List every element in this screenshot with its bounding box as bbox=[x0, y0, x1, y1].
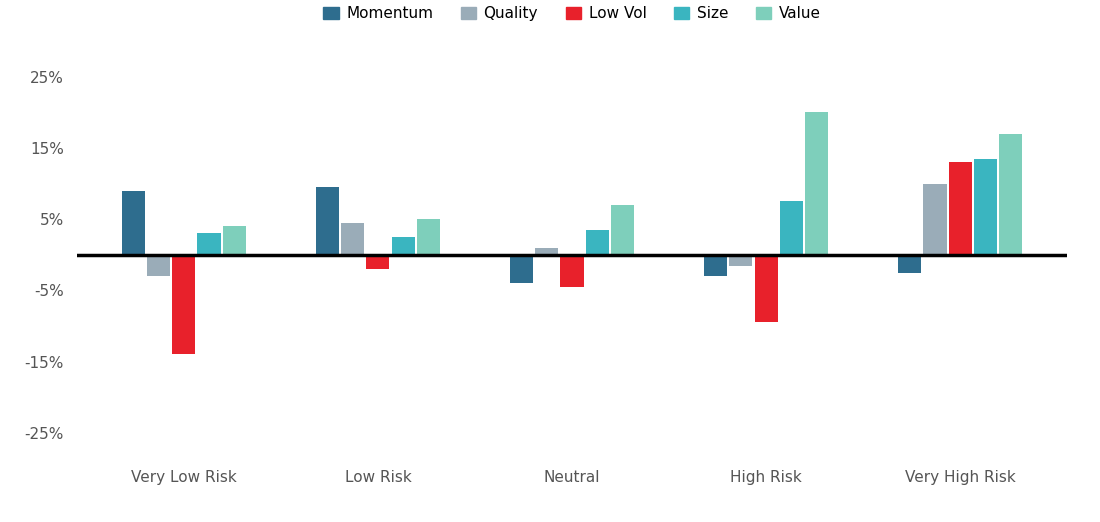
Bar bbox=[923, 184, 947, 255]
Bar bbox=[316, 187, 339, 255]
Bar bbox=[585, 230, 608, 255]
Bar bbox=[805, 112, 828, 255]
Bar bbox=[755, 255, 778, 323]
Bar bbox=[704, 255, 727, 276]
Bar bbox=[610, 205, 634, 255]
Bar bbox=[510, 255, 534, 283]
Bar bbox=[197, 233, 221, 255]
Bar bbox=[729, 255, 752, 266]
Bar bbox=[147, 255, 170, 276]
Bar bbox=[392, 237, 415, 255]
Bar bbox=[899, 255, 922, 272]
Bar bbox=[341, 223, 364, 255]
Bar bbox=[122, 191, 145, 255]
Bar bbox=[222, 227, 245, 255]
Bar bbox=[974, 159, 997, 255]
Bar bbox=[173, 255, 196, 354]
Bar bbox=[948, 162, 971, 255]
Bar bbox=[366, 255, 389, 269]
Bar bbox=[560, 255, 584, 287]
Legend: Momentum, Quality, Low Vol, Size, Value: Momentum, Quality, Low Vol, Size, Value bbox=[317, 0, 827, 27]
Bar bbox=[780, 201, 803, 255]
Bar bbox=[536, 248, 559, 255]
Bar bbox=[417, 219, 440, 255]
Bar bbox=[999, 134, 1022, 255]
